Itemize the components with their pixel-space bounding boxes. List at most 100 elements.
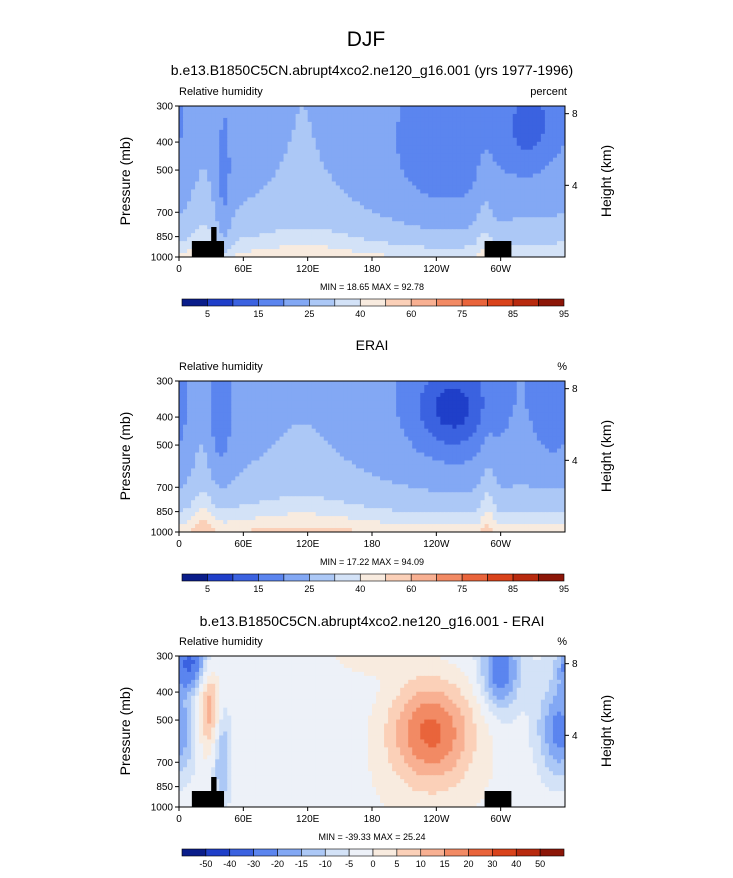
field-cell — [432, 150, 437, 154]
y-right-tick-label: 4 — [572, 181, 578, 192]
field-cell — [267, 118, 272, 122]
field-cell — [308, 154, 313, 158]
field-cell — [545, 245, 550, 249]
field-cell — [340, 217, 345, 221]
field-cell — [485, 158, 490, 162]
field-cell — [332, 158, 337, 162]
field-cell — [203, 237, 208, 241]
field-cell — [485, 201, 490, 205]
field-cell — [276, 110, 281, 114]
field-cell — [292, 229, 297, 233]
field-cell — [292, 182, 297, 186]
field-cell — [380, 421, 385, 425]
field-cell — [529, 429, 534, 433]
field-cell — [179, 429, 184, 433]
field-cell — [537, 381, 542, 385]
field-cell — [280, 162, 285, 166]
field-cell — [203, 381, 208, 385]
field-cell — [243, 178, 248, 182]
field-cell — [521, 393, 526, 397]
field-cell — [336, 209, 341, 213]
field-cell — [497, 229, 502, 233]
field-cell — [541, 217, 546, 221]
field-cell — [288, 389, 293, 393]
field-cell — [549, 134, 554, 138]
field-cell — [251, 409, 256, 413]
field-cell — [372, 425, 377, 429]
field-cell — [247, 233, 252, 237]
field-cell — [267, 429, 272, 433]
field-cell — [259, 409, 264, 413]
field-cell — [464, 114, 469, 118]
field-cell — [533, 182, 538, 186]
field-cell — [505, 182, 510, 186]
field-cell — [364, 425, 369, 429]
field-cell — [199, 182, 204, 186]
field-cell — [485, 405, 490, 409]
field-cell — [271, 138, 276, 142]
field-cell — [432, 401, 437, 405]
field-cell — [489, 393, 494, 397]
field-cell — [376, 401, 381, 405]
field-cell — [251, 197, 256, 201]
field-cell — [332, 389, 337, 393]
field-cell — [396, 185, 401, 189]
field-cell — [481, 401, 486, 405]
field-cell — [477, 421, 482, 425]
field-cell — [239, 130, 244, 134]
field-cell — [456, 142, 461, 146]
field-cell — [493, 237, 498, 241]
field-cell — [436, 189, 441, 193]
field-cell — [481, 122, 486, 126]
field-cell — [255, 201, 260, 205]
field-cell — [239, 150, 244, 154]
field-cell — [304, 221, 309, 225]
field-cell — [328, 229, 333, 233]
field-cell — [251, 433, 256, 437]
field-cell — [312, 166, 317, 170]
field-cell — [360, 385, 365, 389]
field-cell — [448, 233, 453, 237]
field-cell — [243, 205, 248, 209]
field-cell — [400, 154, 405, 158]
field-cell — [444, 209, 449, 213]
field-cell — [231, 225, 236, 229]
field-cell — [312, 221, 317, 225]
field-cell — [191, 217, 196, 221]
panel-erai: ERAI Relative humidity % 300400500700850… — [117, 337, 614, 594]
field-cell — [412, 393, 417, 397]
field-cell — [541, 249, 546, 253]
field-cell — [259, 138, 264, 142]
field-cell — [364, 241, 369, 245]
field-cell — [553, 229, 558, 233]
field-cell — [392, 405, 397, 409]
colorbar-swatch — [360, 299, 385, 306]
field-cell — [223, 429, 228, 433]
x-tick-label: 0 — [176, 264, 182, 275]
field-cell — [364, 225, 369, 229]
field-cell — [525, 225, 530, 229]
field-cell — [223, 205, 228, 209]
field-cell — [328, 413, 333, 417]
field-cell — [408, 249, 413, 253]
field-cell — [255, 197, 260, 201]
field-cell — [533, 417, 538, 421]
field-cell — [271, 126, 276, 130]
field-cell — [521, 189, 526, 193]
field-cell — [352, 209, 357, 213]
field-cell — [223, 237, 228, 241]
field-cell — [284, 217, 289, 221]
field-cell — [300, 205, 305, 209]
field-cell — [372, 130, 377, 134]
field-cell — [473, 417, 478, 421]
field-cell — [376, 114, 381, 118]
field-cell — [195, 182, 200, 186]
field-cell — [235, 178, 240, 182]
field-cell — [304, 401, 309, 405]
field-cell — [452, 425, 457, 429]
field-cell — [284, 225, 289, 229]
field-cell — [247, 381, 252, 385]
field-cell — [215, 385, 220, 389]
field-cell — [372, 189, 377, 193]
field-cell — [288, 138, 293, 142]
